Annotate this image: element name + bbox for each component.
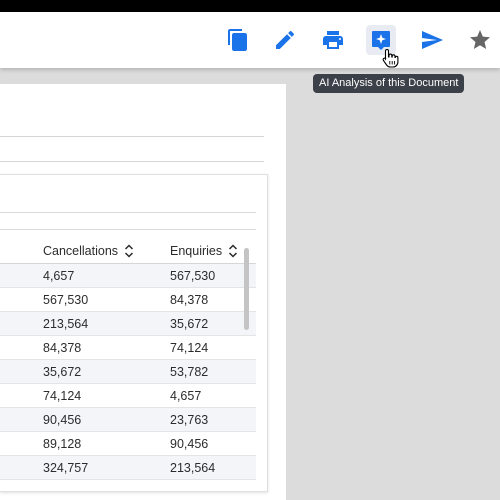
sort-icon [125, 244, 134, 258]
cell-enquiries: 35,672 [170, 317, 209, 331]
cell-enquiries: 567,530 [170, 269, 216, 283]
cell-cancellations: 324,757 [43, 461, 89, 475]
send-button[interactable] [418, 26, 446, 54]
cell-cancellations: 89,128 [43, 437, 82, 451]
table-row[interactable]: 213,564 35,672 [0, 312, 256, 336]
column-header-cancellations[interactable]: Cancellations [43, 244, 134, 258]
table-scrollbar[interactable] [244, 248, 249, 330]
data-table: Cancellations Enquiries 4,657 567,530 567… [0, 240, 256, 480]
column-header-enquiries[interactable]: Enquiries [170, 244, 238, 258]
table-row[interactable]: 90,456 23,763 [0, 408, 256, 432]
divider [0, 161, 264, 162]
star-icon [470, 30, 490, 49]
table-row[interactable]: 84,378 74,124 [0, 336, 256, 360]
cell-enquiries: 90,456 [170, 437, 209, 451]
cell-enquiries: 23,763 [170, 413, 209, 427]
cell-cancellations: 567,530 [43, 293, 89, 307]
cell-cancellations: 84,378 [43, 341, 82, 355]
printer-icon [323, 31, 343, 49]
copy-button[interactable] [224, 26, 252, 54]
print-button[interactable] [319, 26, 347, 54]
cell-enquiries: 213,564 [170, 461, 216, 475]
cell-cancellations: 35,672 [43, 365, 82, 379]
cell-enquiries: 74,124 [170, 341, 209, 355]
table-header: Cancellations Enquiries [0, 240, 256, 264]
cell-enquiries: 4,657 [170, 389, 202, 403]
pencil-icon [276, 30, 295, 49]
copy-icon [228, 29, 247, 51]
table-row[interactable]: 35,672 53,782 [0, 360, 256, 384]
table-row[interactable]: 4,657 567,530 [0, 264, 256, 288]
divider [0, 229, 256, 230]
cell-cancellations: 90,456 [43, 413, 82, 427]
ai-analysis-tooltip: AI Analysis of this Document [313, 74, 465, 93]
document-toolbar [0, 12, 500, 68]
cell-cancellations: 213,564 [43, 317, 89, 331]
cell-cancellations: 4,657 [43, 269, 75, 283]
table-row[interactable]: 89,128 90,456 [0, 432, 256, 456]
ai-analysis-button[interactable] [366, 25, 396, 55]
divider [0, 136, 264, 137]
hand-pointer-icon [382, 48, 399, 68]
cell-enquiries: 84,378 [170, 293, 209, 307]
send-icon [422, 31, 443, 49]
table-row[interactable]: 74,124 4,657 [0, 384, 256, 408]
top-dark-strip [0, 0, 500, 12]
sparkle-icon [372, 31, 390, 50]
divider [0, 212, 256, 213]
sort-icon [229, 244, 238, 258]
edit-button[interactable] [271, 26, 299, 54]
cell-enquiries: 53,782 [170, 365, 209, 379]
cell-cancellations: 74,124 [43, 389, 82, 403]
favorite-button[interactable] [466, 26, 494, 54]
table-row[interactable]: 567,530 84,378 [0, 288, 256, 312]
table-row[interactable]: 324,757 213,564 [0, 456, 256, 480]
